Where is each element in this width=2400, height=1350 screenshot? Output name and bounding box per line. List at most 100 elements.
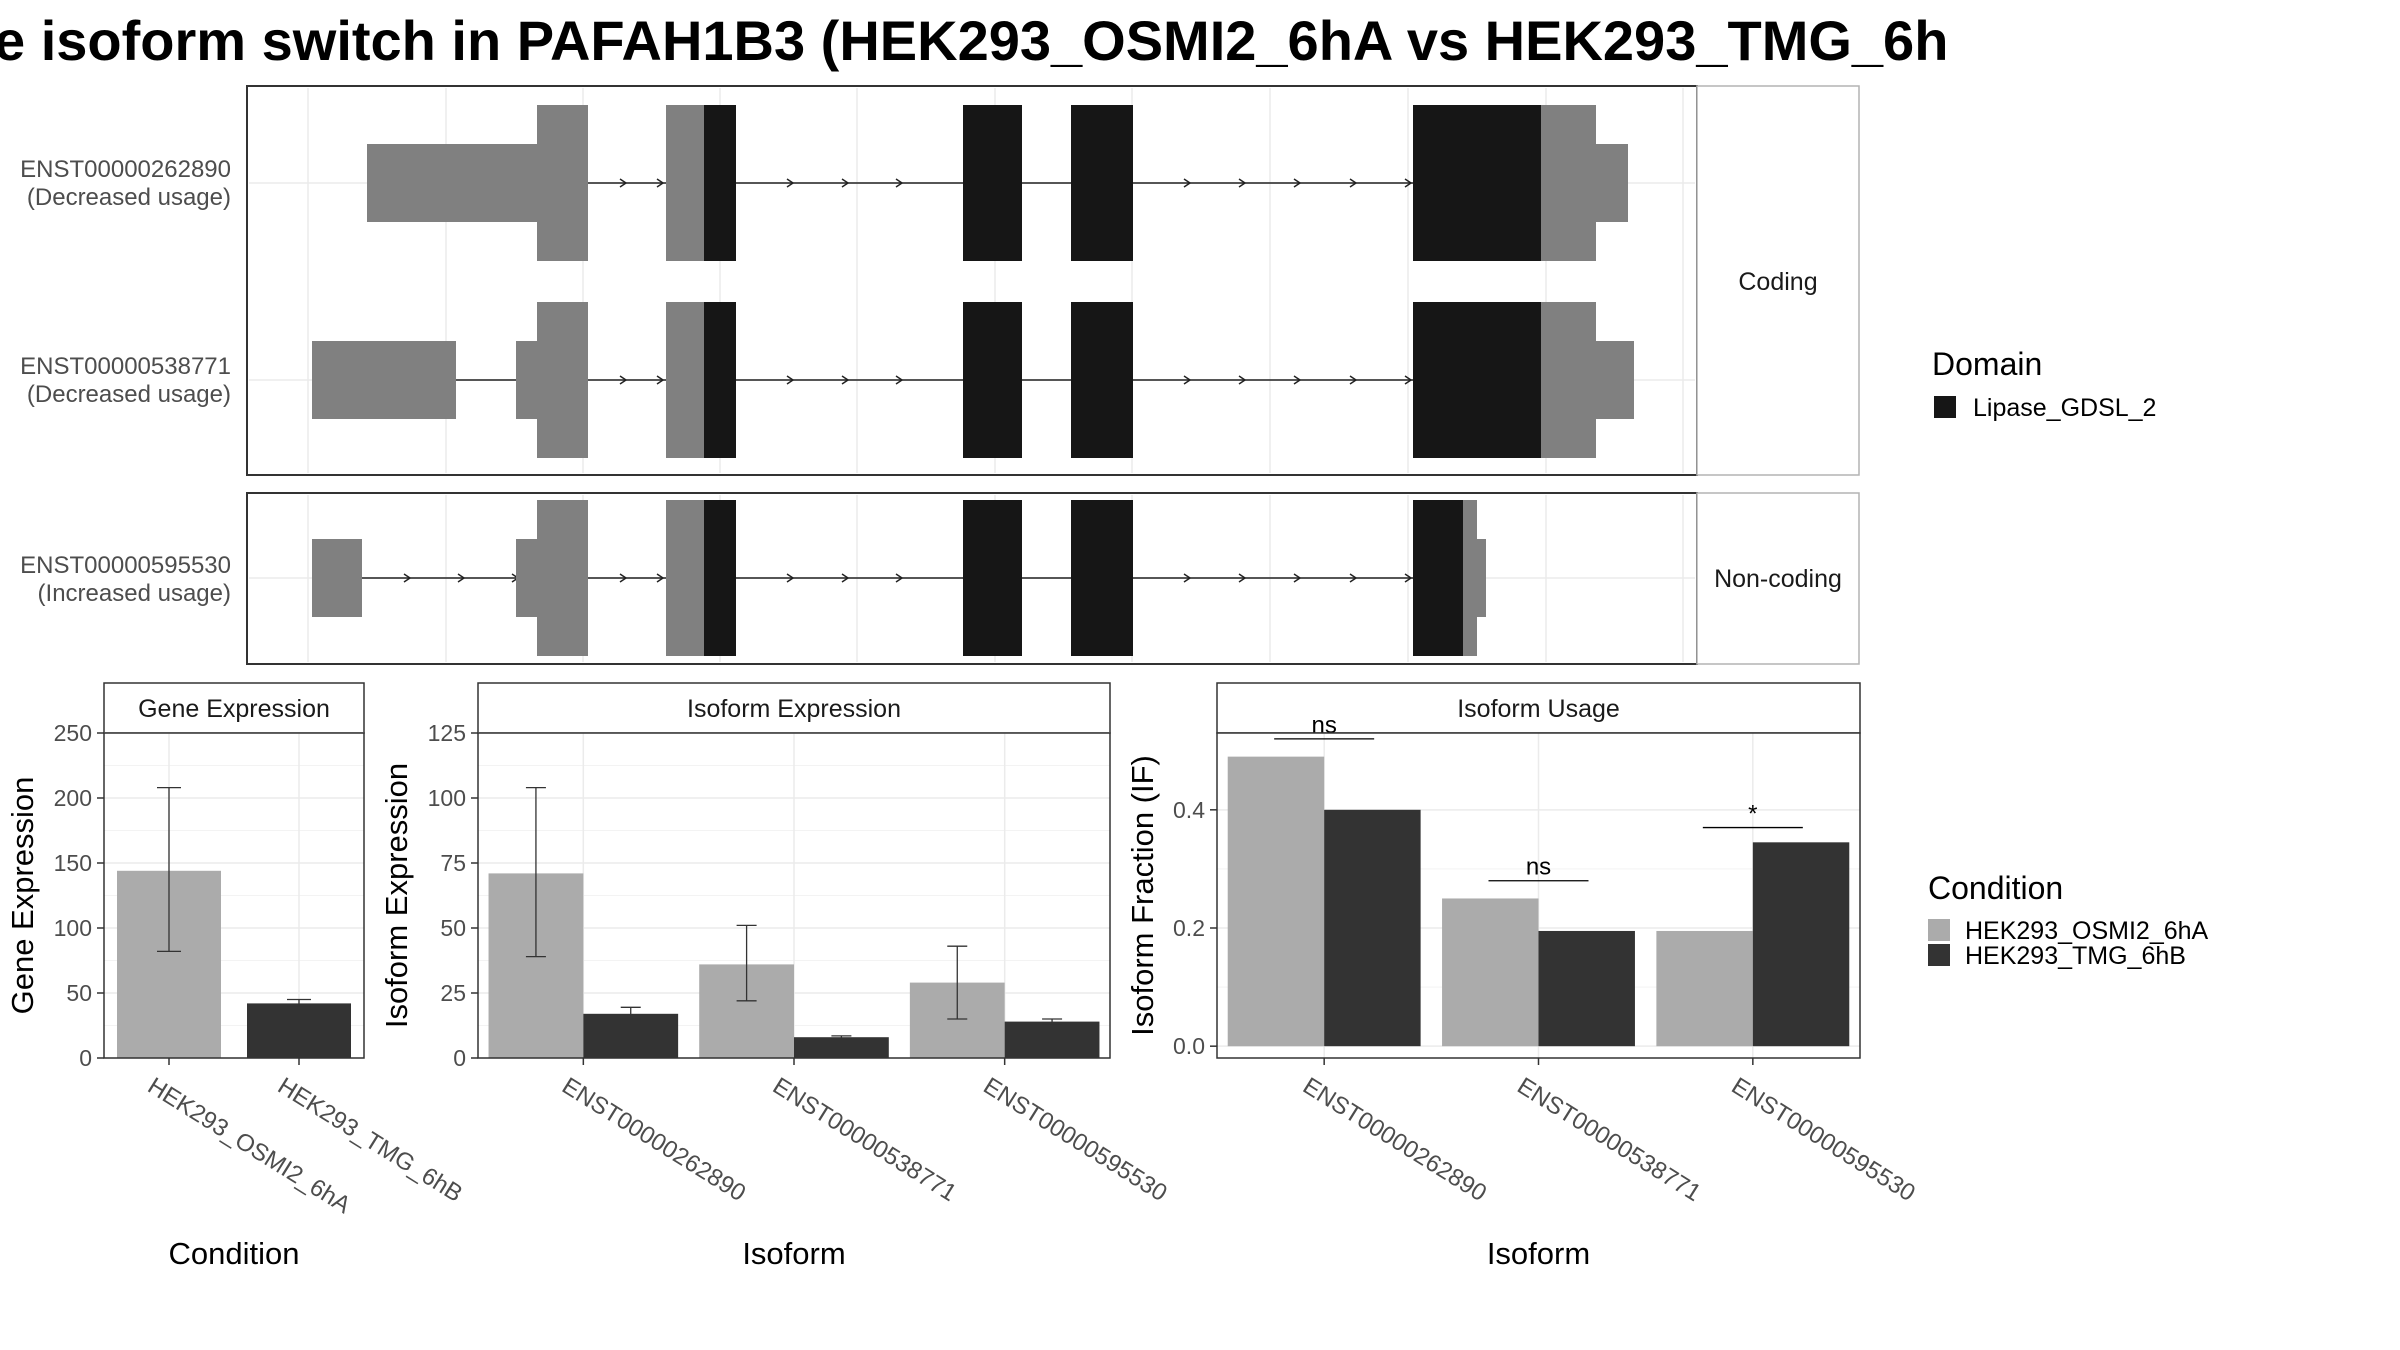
intron-direction-arrow xyxy=(1238,375,1247,385)
significance-label: ns xyxy=(1311,712,1336,739)
exon-utr-block xyxy=(1477,539,1486,617)
intron-direction-arrow xyxy=(1183,178,1192,188)
domain-legend-key xyxy=(1934,396,1956,418)
intron-direction-arrow xyxy=(1183,573,1192,583)
exon-utr-block xyxy=(666,302,704,458)
panel-strip xyxy=(477,682,1111,734)
exon-utr-block xyxy=(367,144,537,222)
significance-label: ns xyxy=(1526,854,1551,881)
intron-direction-arrow xyxy=(619,375,628,385)
transcript-models xyxy=(312,105,1634,656)
condition-legend-label-a: HEK293_OSMI2_6hA xyxy=(1965,917,2209,945)
exon-utr-block xyxy=(537,500,588,656)
transcript-label-id: ENST00000538771 xyxy=(20,353,231,380)
exon-utr-block xyxy=(312,341,456,419)
bar xyxy=(583,1013,679,1058)
domain-legend: Domain Lipase_GDSL_2 xyxy=(1932,346,2156,422)
y-tick-label: 150 xyxy=(54,850,92,876)
intron-direction-arrow xyxy=(786,375,795,385)
transcript-label-id: ENST00000595530 xyxy=(20,552,231,579)
x-tick-label: ENST00000538771 xyxy=(1512,1072,1705,1207)
intron-direction-arrow xyxy=(1183,375,1192,385)
bar xyxy=(1324,809,1421,1047)
x-tick-label: ENST00000262890 xyxy=(1298,1072,1491,1207)
intron-direction-arrow xyxy=(656,573,665,583)
exon-utr-block xyxy=(1596,341,1634,419)
domain-legend-label: Lipase_GDSL_2 xyxy=(1973,394,2156,422)
bar xyxy=(1752,842,1850,1047)
bar xyxy=(794,1037,889,1058)
exon-domain-block xyxy=(1071,105,1133,261)
y-tick-label: 0.0 xyxy=(1173,1033,1205,1059)
panel-title: Gene Expression xyxy=(138,695,330,723)
intron-direction-arrow xyxy=(1349,375,1358,385)
bar xyxy=(1227,756,1325,1047)
intron-direction-arrow xyxy=(895,178,904,188)
exon-domain-block xyxy=(704,105,736,261)
intron-direction-arrow xyxy=(619,178,628,188)
bar-chart: Gene Expression050100150200250HEK293_OSM… xyxy=(5,682,467,1271)
significance-label: * xyxy=(1748,801,1757,828)
exon-domain-block xyxy=(1413,302,1541,458)
y-tick-label: 0.4 xyxy=(1173,797,1205,823)
bar xyxy=(1442,898,1539,1047)
bar-chart: Isoform Expression 0 25 50 75 100 125 ENST00000… xyxy=(379,682,1172,1271)
exon-utr-block xyxy=(312,539,362,617)
condition-legend-key-b xyxy=(1928,944,1950,966)
noncoding-strip xyxy=(1696,492,1860,665)
exon-utr-block xyxy=(1541,302,1596,458)
y-tick-label: 50 xyxy=(440,915,466,941)
x-tick-label: ENST00000262890 xyxy=(557,1072,750,1207)
exon-domain-block xyxy=(1071,302,1133,458)
exon-utr-block xyxy=(537,105,588,261)
intron-direction-arrow xyxy=(1293,178,1302,188)
x-axis-title: Isoform xyxy=(742,1236,845,1271)
intron-direction-arrow xyxy=(457,573,466,583)
figure-title: e isoform switch in PAFAH1B3 (HEK293_OSM… xyxy=(0,9,1948,72)
intron-direction-arrow xyxy=(403,573,412,583)
plot-frame xyxy=(103,732,365,1059)
exon-utr-block xyxy=(1463,500,1477,656)
panel-title: Isoform Expression xyxy=(687,695,901,723)
transcript-structure-plot: Coding Non-coding ENST00000262890 (Decre… xyxy=(20,85,1860,665)
bar xyxy=(1004,1021,1100,1058)
exon-utr-block xyxy=(1596,144,1628,222)
intron-direction-arrow xyxy=(895,573,904,583)
y-tick-label: 200 xyxy=(54,785,92,811)
bar xyxy=(247,1003,351,1058)
y-tick-label: 250 xyxy=(54,720,92,746)
x-tick-label: ENST00000595530 xyxy=(1727,1072,1920,1207)
intron-direction-arrow xyxy=(841,573,850,583)
transcript-label-usage: (Increased usage) xyxy=(38,580,231,607)
condition-legend: Condition HEK293_OSMI2_6hA HEK293_TMG_6h… xyxy=(1928,870,2209,970)
intron-direction-arrow xyxy=(1349,573,1358,583)
exon-utr-block xyxy=(1541,105,1596,261)
y-tick-label: 100 xyxy=(54,915,92,941)
x-tick-label: ENST00000538771 xyxy=(768,1072,961,1207)
intron-direction-arrow xyxy=(656,375,665,385)
y-tick-label: 50 xyxy=(66,980,92,1006)
intron-direction-arrow xyxy=(1404,375,1413,385)
bar xyxy=(1656,930,1753,1047)
y-tick-label: 25 xyxy=(440,980,466,1006)
exon-domain-block xyxy=(963,302,1022,458)
intron-direction-arrow xyxy=(1293,375,1302,385)
x-axis-title: Isoform xyxy=(1487,1236,1590,1271)
condition-legend-title: Condition xyxy=(1928,870,2063,906)
intron-direction-arrow xyxy=(1349,178,1358,188)
y-axis-title: Isoform Expression xyxy=(379,763,414,1028)
bar xyxy=(1538,930,1635,1047)
intron-direction-arrow xyxy=(786,573,795,583)
intron-direction-arrow xyxy=(841,375,850,385)
y-tick-label: 0 xyxy=(79,1045,92,1071)
panel-strip xyxy=(1216,682,1861,734)
exon-domain-block xyxy=(704,302,736,458)
exon-domain-block xyxy=(963,105,1022,261)
exon-utr-block xyxy=(516,341,537,419)
intron-direction-arrow xyxy=(895,375,904,385)
intron-direction-arrow xyxy=(656,178,665,188)
noncoding-strip-label: Non-coding xyxy=(1714,565,1842,593)
coding-strip xyxy=(1696,85,1860,476)
transcript-label-usage: (Decreased usage) xyxy=(27,381,231,408)
panel-title: Isoform Usage xyxy=(1457,695,1620,723)
